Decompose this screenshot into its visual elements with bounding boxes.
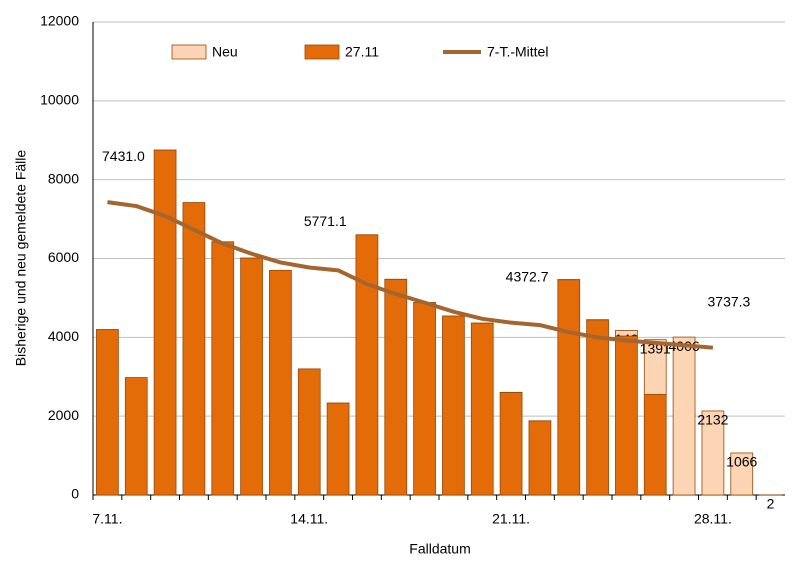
bar xyxy=(557,279,581,496)
x-axis-label: Falldatum xyxy=(409,541,470,557)
bar xyxy=(240,257,263,496)
bar xyxy=(153,149,177,496)
bar xyxy=(528,420,552,496)
data-label: 2 xyxy=(767,496,775,512)
bar xyxy=(124,377,148,496)
data-label: 1066 xyxy=(726,454,757,470)
bar xyxy=(643,394,667,496)
bar xyxy=(211,241,235,496)
x-tick-label: 21.11. xyxy=(492,511,530,527)
line-label: 4372.7 xyxy=(506,268,549,284)
y-tick-label: 2000 xyxy=(48,407,79,423)
line xyxy=(107,200,714,350)
y-tick-label: 6000 xyxy=(48,249,79,265)
bar xyxy=(499,392,523,496)
x-tick-label: 14.11. xyxy=(290,511,328,527)
line-label: 5771.1 xyxy=(304,213,347,229)
y-axis-label: Bisherige und neu gemeldete Fälle xyxy=(13,150,29,367)
legend-swatch xyxy=(304,44,340,60)
bar xyxy=(384,278,408,496)
bar xyxy=(615,335,638,496)
y-tick-label: 8000 xyxy=(48,170,79,186)
bar xyxy=(730,452,754,496)
x-tick-label: 7.11. xyxy=(92,511,122,527)
bar xyxy=(701,410,725,496)
line-label: 3737.3 xyxy=(708,293,751,309)
y-tick-label: 4000 xyxy=(48,328,79,344)
legend-label: 7-T.-Mittel xyxy=(487,44,548,60)
bar xyxy=(442,315,465,496)
bar xyxy=(413,302,436,496)
legend-label: 27.11 xyxy=(345,44,379,60)
bar xyxy=(326,402,350,496)
legend-box xyxy=(160,40,600,64)
bar xyxy=(96,329,119,496)
x-tick-label: 28.11. xyxy=(694,511,732,527)
bar xyxy=(355,234,379,496)
legend-label: Neu xyxy=(212,44,238,60)
bar xyxy=(586,319,609,496)
line-label: 7431.0 xyxy=(102,148,145,164)
legend-swatch xyxy=(171,44,207,60)
y-tick-label: 12000 xyxy=(40,13,79,29)
bar xyxy=(470,322,494,496)
bar xyxy=(672,336,696,496)
y-tick-label: 0 xyxy=(71,486,79,502)
bar xyxy=(182,202,206,496)
bar xyxy=(269,269,292,496)
data-label: 2132 xyxy=(697,412,728,428)
y-tick-label: 10000 xyxy=(40,92,79,108)
bar xyxy=(297,368,321,496)
